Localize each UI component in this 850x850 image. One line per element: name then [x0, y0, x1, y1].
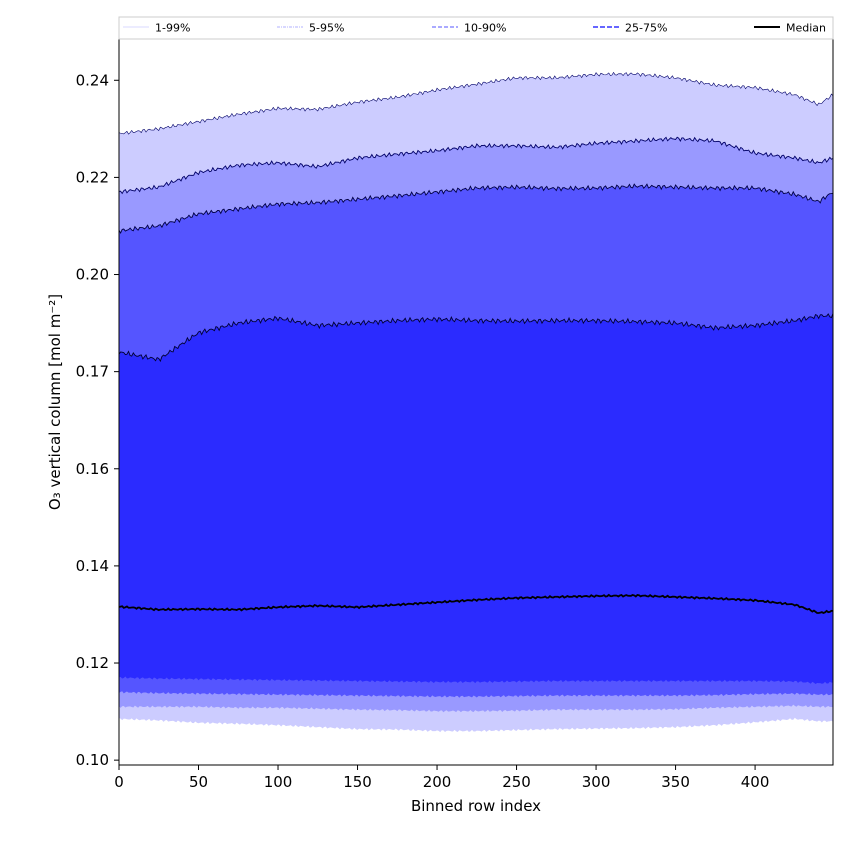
y-tick-label: 0.14: [76, 557, 109, 575]
x-tick-label: 0: [114, 773, 124, 791]
x-tick-label: 250: [502, 773, 531, 791]
median-layer: [118, 593, 834, 614]
legend-label: 1-99%: [155, 22, 190, 35]
y-axis: 0.10 0.12 0.14 0.16 0.17 0.20 0.22 0.24: [76, 71, 119, 769]
y-tick-label: 0.10: [76, 751, 109, 769]
band-5-95-upper-line: [118, 136, 834, 195]
legend-box: [118, 16, 834, 40]
x-tick-label: 200: [423, 773, 452, 791]
y-tick-label: 0.24: [76, 71, 109, 89]
band-10-90-upper-line: [118, 183, 834, 235]
x-axis: 0 50 100 150 200 250 300 350 400: [114, 765, 769, 791]
band-1-99-upper-line: [118, 71, 834, 135]
legend-label: 25-75%: [625, 22, 667, 35]
y-tick-label: 0.16: [76, 460, 109, 478]
y-tick-label: 0.22: [76, 168, 109, 186]
band-25-75-area: [119, 313, 833, 685]
median-line: [118, 593, 834, 614]
legend-label: 10-90%: [464, 22, 506, 35]
x-tick-label: 150: [343, 773, 372, 791]
x-tick-label: 100: [264, 773, 293, 791]
y-tick-label: 0.17: [76, 363, 109, 381]
legend-label: 5-95%: [309, 22, 344, 35]
legend: 1-99% 5-95% 10-90% 25-75% Median: [118, 16, 834, 40]
x-tick-label: 350: [661, 773, 690, 791]
x-axis-label: Binned row index: [411, 797, 541, 815]
legend-label: Median: [786, 22, 826, 35]
x-tick-label: 300: [582, 773, 611, 791]
band-areas: [118, 71, 834, 733]
y-tick-label: 0.12: [76, 654, 109, 672]
x-tick-label: 400: [741, 773, 770, 791]
band-25-75-upper-line: [118, 313, 834, 363]
y-tick-label: 0.20: [76, 266, 109, 284]
x-tick-label: 50: [189, 773, 208, 791]
y-axis-label: O₃ vertical column [mol m⁻²]: [46, 294, 64, 510]
